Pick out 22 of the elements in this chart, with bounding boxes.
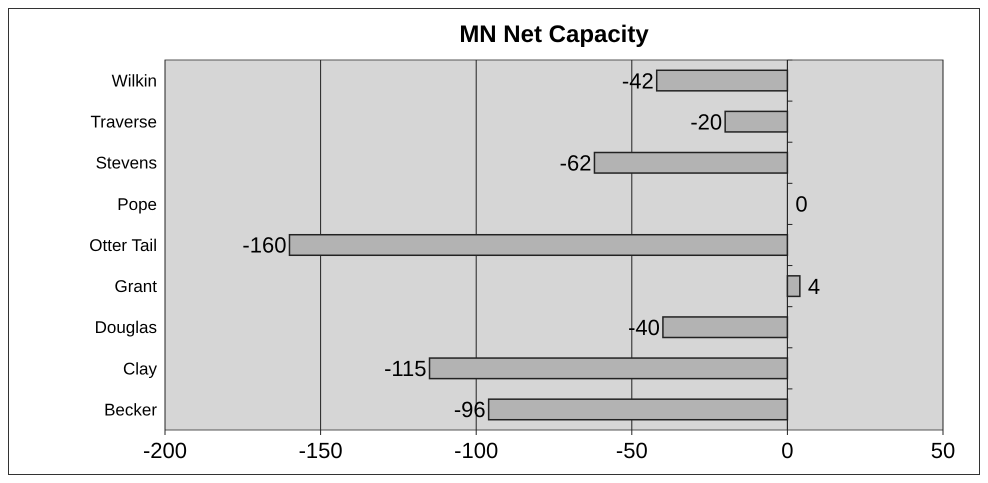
data-label: -20 xyxy=(690,109,722,134)
chart-title: MN Net Capacity xyxy=(459,21,650,48)
y-tick-label: Grant xyxy=(114,277,158,296)
y-tick-label: Clay xyxy=(122,359,158,378)
y-tick-label: Pope xyxy=(117,194,157,214)
y-tick-label: Otter Tail xyxy=(89,236,157,255)
x-tick-label: -200 xyxy=(142,438,188,463)
data-label: -62 xyxy=(560,150,592,176)
x-tick-label: -100 xyxy=(454,438,498,463)
y-tick-label: Stevens xyxy=(96,154,157,173)
x-tick-label: -150 xyxy=(298,438,343,463)
data-label: -160 xyxy=(242,232,286,258)
x-tick-label: 50 xyxy=(930,438,956,463)
y-tick-label: Becker xyxy=(104,400,158,420)
x-tick-label: -50 xyxy=(616,438,648,463)
y-tick-label: Wilkin xyxy=(112,72,157,91)
y-tick-label: Traverse xyxy=(90,112,157,132)
data-label: -115 xyxy=(384,356,427,382)
x-tick-label: 0 xyxy=(781,438,794,463)
data-label: 0 xyxy=(795,192,808,217)
y-tick-label: Douglas xyxy=(94,318,157,338)
data-label: 4 xyxy=(808,274,820,299)
